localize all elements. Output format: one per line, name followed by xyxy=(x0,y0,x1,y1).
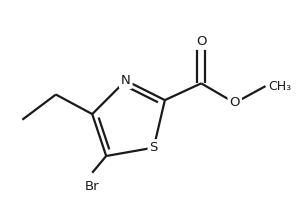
Text: S: S xyxy=(149,141,158,154)
Text: O: O xyxy=(230,96,240,109)
Text: N: N xyxy=(121,74,130,87)
Text: Br: Br xyxy=(85,180,100,193)
Text: O: O xyxy=(196,35,206,48)
Text: CH₃: CH₃ xyxy=(268,80,291,93)
